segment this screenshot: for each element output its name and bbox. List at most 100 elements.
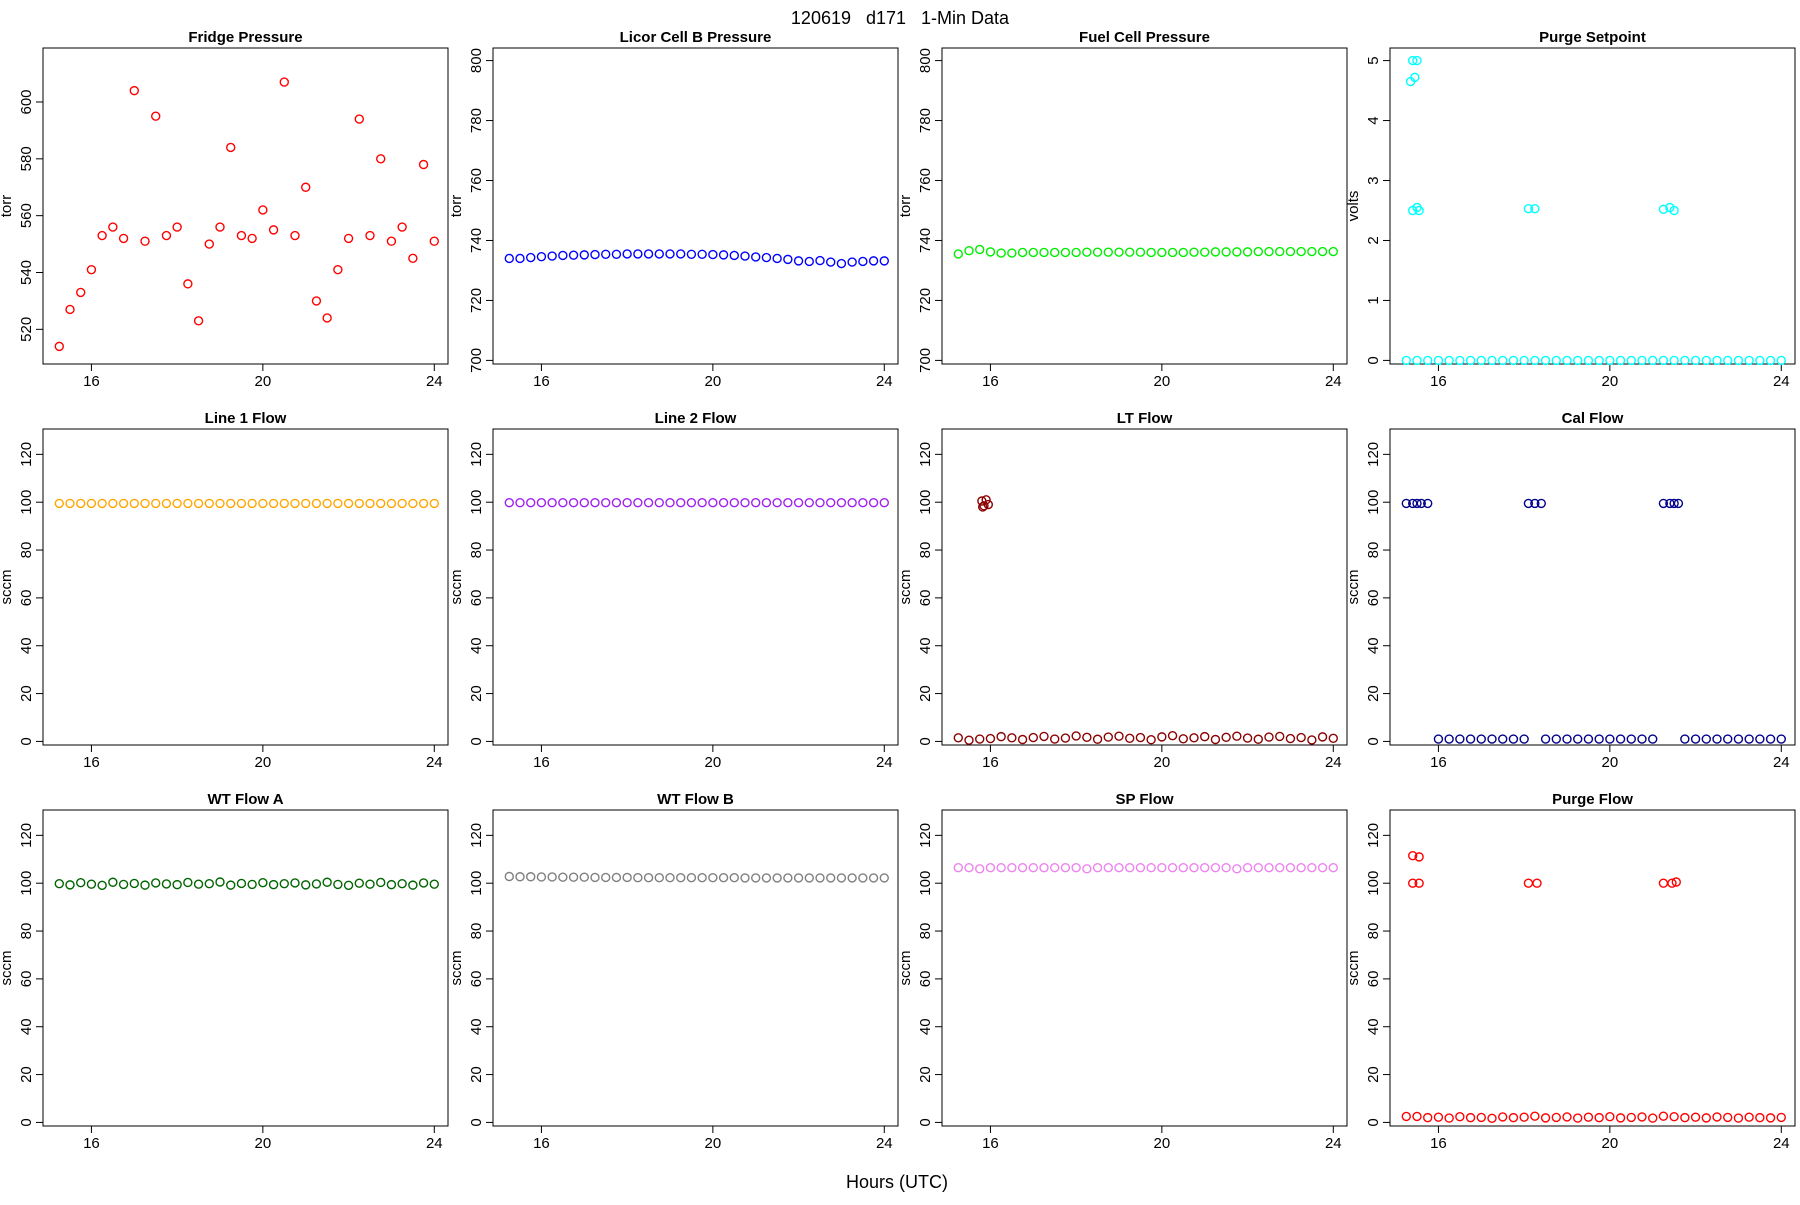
point (1712, 1112, 1722, 1122)
point (86, 264, 97, 275)
y-axis-label: torr (897, 195, 914, 218)
point (408, 253, 418, 263)
point (226, 498, 236, 509)
point (365, 879, 375, 889)
point (558, 250, 568, 261)
point (183, 279, 193, 289)
point (1701, 1113, 1711, 1123)
y-tick-label: 2 (1365, 236, 1382, 244)
point (1615, 355, 1626, 366)
point (76, 498, 86, 509)
point (1669, 498, 1679, 509)
point (1007, 862, 1017, 873)
point (953, 862, 963, 873)
y-tick-label: 800 (917, 48, 934, 73)
point (1157, 862, 1167, 873)
point (1658, 498, 1669, 509)
point (879, 497, 889, 508)
point (729, 872, 739, 883)
point (622, 872, 632, 883)
point (129, 85, 139, 96)
point (996, 731, 1006, 742)
y-tick-label: 100 (1365, 490, 1382, 515)
point (1232, 247, 1242, 257)
y-tick-label: 700 (468, 348, 485, 373)
point (1264, 732, 1274, 742)
point (1583, 355, 1594, 366)
point (1532, 878, 1542, 888)
point (1626, 1112, 1636, 1123)
point (1157, 247, 1167, 258)
point (1562, 355, 1572, 366)
point (1744, 1112, 1754, 1122)
point (815, 873, 825, 883)
point (1307, 862, 1317, 873)
point (1412, 1111, 1422, 1122)
y-axis-label: torr (0, 195, 15, 218)
x-tick-label: 20 (705, 754, 722, 771)
point (408, 880, 418, 890)
point (985, 247, 996, 257)
y-tick-label: 60 (1365, 590, 1382, 607)
point (826, 873, 836, 883)
point (751, 252, 761, 262)
point (1028, 732, 1038, 743)
point (279, 77, 289, 87)
point (547, 497, 557, 508)
point (985, 862, 996, 873)
point (515, 497, 525, 508)
point (1476, 1112, 1486, 1123)
point (301, 880, 311, 890)
point (1167, 730, 1178, 741)
point (1530, 355, 1540, 366)
point (1626, 734, 1636, 744)
point (740, 497, 750, 508)
point (1092, 247, 1103, 257)
point (1146, 862, 1156, 873)
point (643, 872, 654, 883)
x-tick-label: 20 (1154, 1135, 1171, 1152)
y-tick-label: 20 (18, 685, 35, 702)
point (1221, 862, 1231, 873)
point (1317, 246, 1328, 257)
point (1232, 731, 1242, 741)
point (1328, 246, 1338, 257)
point (1264, 246, 1274, 257)
point (515, 872, 525, 882)
y-tick-label: 720 (468, 288, 485, 313)
point (1050, 247, 1060, 258)
y-tick-label: 80 (468, 923, 485, 940)
point (1167, 862, 1178, 873)
x-tick-label: 16 (1430, 373, 1447, 390)
x-tick-label: 16 (83, 754, 100, 771)
y-axis-label: sccm (0, 951, 15, 986)
plot-frame (1389, 47, 1796, 365)
point (643, 249, 654, 259)
point (1125, 733, 1135, 744)
point (1594, 734, 1604, 744)
point (1178, 862, 1188, 873)
point (1733, 1113, 1744, 1123)
point (1092, 734, 1103, 744)
y-tick-label: 0 (468, 737, 485, 745)
point (172, 879, 182, 890)
point (1573, 355, 1583, 366)
point (590, 249, 600, 260)
y-tick-label: 100 (917, 490, 934, 515)
y-axis-label: volts (1345, 191, 1362, 222)
point (365, 230, 375, 241)
point (429, 236, 439, 246)
point (97, 230, 107, 241)
y-tick-label: 40 (18, 1018, 35, 1035)
point (1028, 247, 1038, 258)
point (1253, 862, 1263, 873)
point (579, 497, 589, 508)
point (504, 871, 514, 882)
point (622, 249, 632, 259)
point (708, 872, 718, 883)
point (1508, 734, 1519, 744)
point (1723, 734, 1733, 744)
point (1412, 498, 1422, 509)
point (601, 249, 611, 259)
point (1242, 733, 1253, 743)
